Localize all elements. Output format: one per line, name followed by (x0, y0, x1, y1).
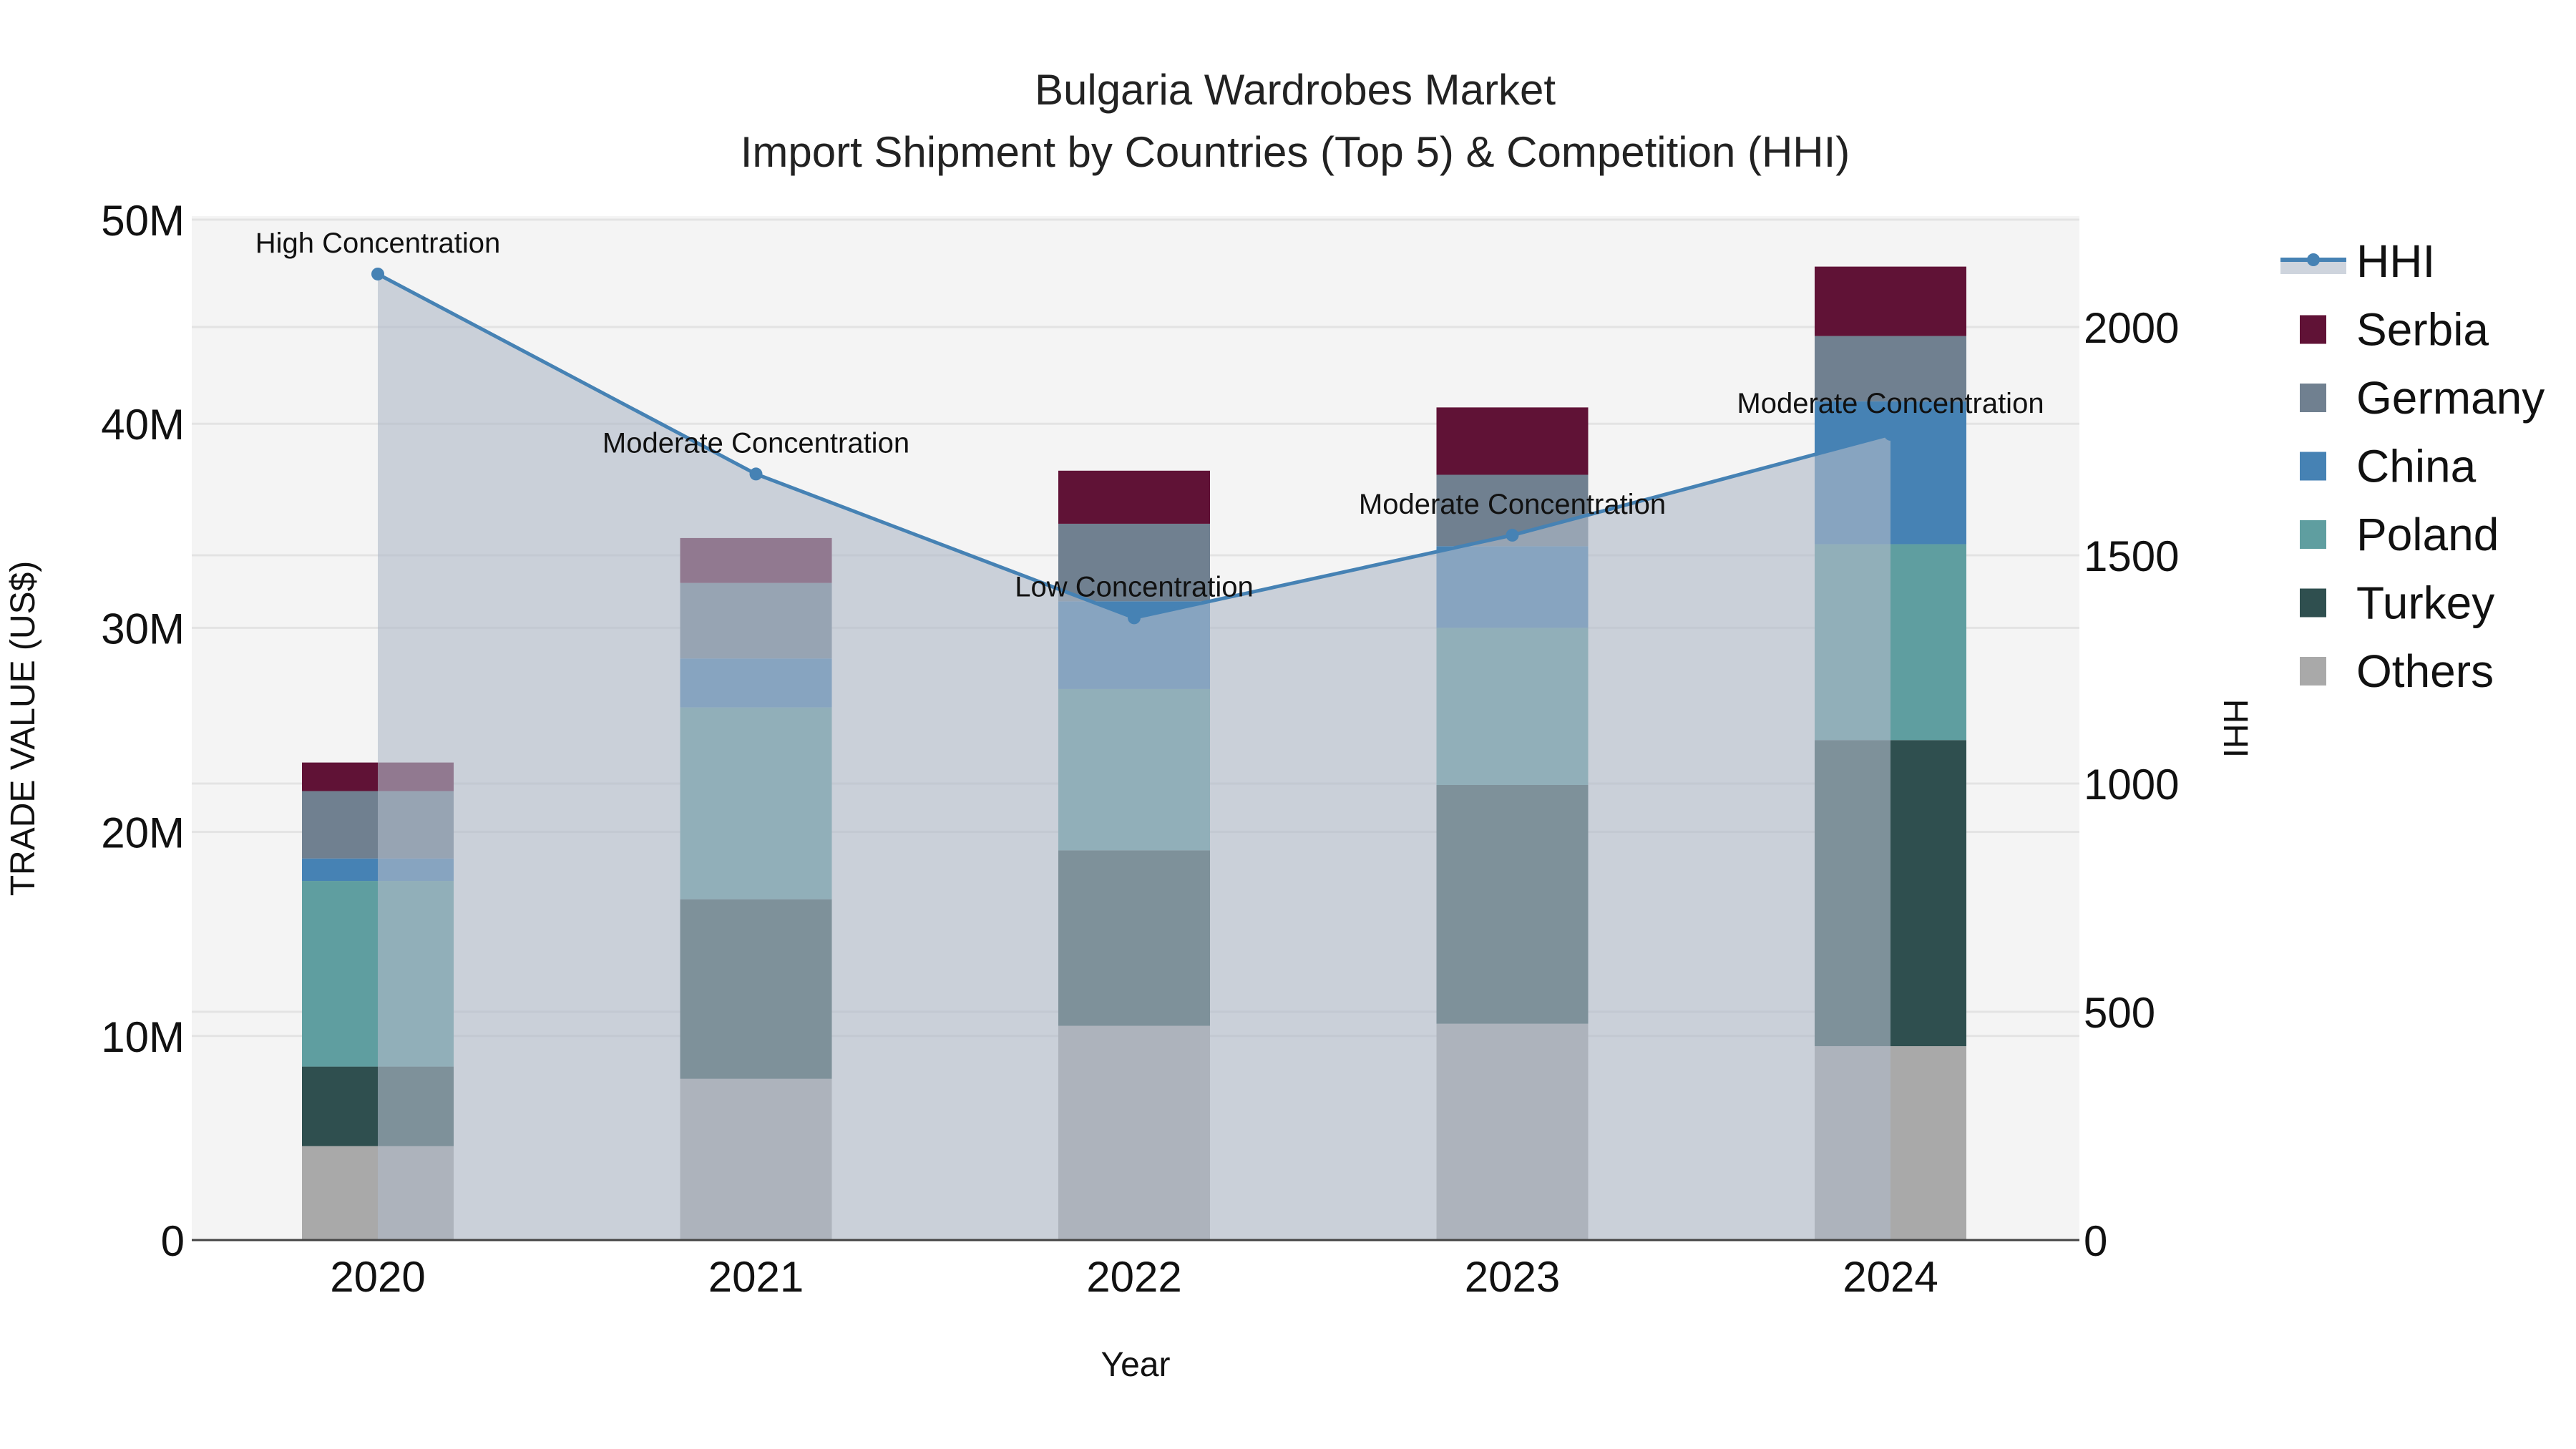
legend-swatch-icon (2300, 384, 2326, 412)
legend-area-swatch (2280, 261, 2346, 274)
hhi-line (371, 267, 1897, 625)
x-ticks: 2020 2021 2022 2023 2024 (330, 1253, 1938, 1301)
legend-label: Germany (2356, 372, 2545, 424)
hhi-annotation: Moderate Concentration (1359, 489, 1666, 520)
legend-item-serbia[interactable]: Serbia (2300, 304, 2489, 356)
y-right-tick-label: 0 (2084, 1217, 2107, 1265)
y-left-tick-label: 20M (101, 809, 185, 857)
legend-label: Others (2356, 645, 2494, 697)
bar-segment-germany[interactable] (1058, 523, 1210, 602)
legend-swatch-icon (2300, 315, 2326, 344)
legend-swatch-icon (2300, 520, 2326, 549)
x-tick-label: 2024 (1843, 1253, 1938, 1301)
y-right-ticks: 0 500 1000 1500 2000 (2084, 304, 2179, 1265)
legend-item-turkey[interactable]: Turkey (2300, 577, 2494, 629)
legend-swatch-icon (2300, 452, 2326, 481)
y-left-tick-label: 50M (101, 197, 185, 245)
chart-title-line1: Bulgaria Wardrobes Market (1035, 66, 1556, 114)
y-right-tick-label: 1500 (2084, 532, 2179, 580)
legend-label: HHI (2356, 235, 2435, 287)
hhi-marker[interactable] (1506, 528, 1519, 542)
y-left-axis-title: TRADE VALUE (US$) (4, 561, 42, 897)
legend-label: Serbia (2356, 304, 2489, 356)
legend-item-poland[interactable]: Poland (2300, 509, 2499, 560)
hhi-fill-area (378, 273, 1890, 1241)
y-left-tick-label: 0 (161, 1217, 185, 1265)
legend-item-germany[interactable]: Germany (2300, 372, 2545, 424)
y-left-tick-label: 10M (101, 1013, 185, 1061)
hhi-marker[interactable] (1128, 611, 1141, 625)
legend-swatch-icon (2300, 657, 2326, 686)
bar-segment-serbia[interactable] (1436, 407, 1589, 475)
bar-segment-serbia[interactable] (1815, 266, 1966, 336)
chart-title-line2: Import Shipment by Countries (Top 5) & C… (741, 128, 1850, 176)
legend: HHI Serbia Germany China Poland Turkey Others (2280, 235, 2545, 697)
y-left-tick-label: 40M (101, 401, 185, 449)
hhi-annotation: Moderate Concentration (1737, 388, 2044, 419)
hhi-annotation: Low Concentration (1015, 571, 1254, 602)
legend-label: Poland (2356, 509, 2499, 560)
legend-item-others[interactable]: Others (2300, 645, 2494, 697)
hhi-marker[interactable] (749, 467, 763, 481)
hhi-marker[interactable] (371, 267, 384, 280)
y-right-tick-label: 500 (2084, 989, 2155, 1037)
x-tick-label: 2023 (1465, 1253, 1560, 1301)
y-right-tick-label: 2000 (2084, 304, 2179, 352)
x-axis-title: Year (1101, 1346, 1171, 1384)
x-tick-label: 2022 (1086, 1253, 1181, 1301)
y-right-axis-title: HHI (2216, 699, 2254, 758)
y-left-tick-label: 30M (101, 605, 185, 653)
hhi-area (378, 273, 1890, 1241)
bar-segment-serbia[interactable] (1058, 470, 1210, 524)
legend-label: Turkey (2356, 577, 2494, 629)
legend-item-china[interactable]: China (2300, 441, 2477, 492)
legend-label: China (2356, 441, 2477, 492)
y-right-tick-label: 1000 (2084, 761, 2179, 809)
legend-marker-icon (2307, 253, 2320, 266)
y-left-ticks: 0 10M 20M 30M 40M 50M (101, 197, 185, 1265)
legend-item-hhi[interactable]: HHI (2280, 235, 2435, 287)
hhi-annotation: Moderate Concentration (602, 427, 909, 459)
legend-swatch-icon (2300, 588, 2326, 618)
hhi-marker[interactable] (1884, 427, 1897, 441)
x-tick-label: 2021 (708, 1253, 804, 1301)
hhi-annotation: High Concentration (255, 228, 500, 259)
hhi-annotations: High Concentration Moderate Concentration… (255, 228, 2044, 602)
x-tick-label: 2020 (330, 1253, 425, 1301)
bar-segment-germany[interactable] (1815, 336, 1966, 401)
